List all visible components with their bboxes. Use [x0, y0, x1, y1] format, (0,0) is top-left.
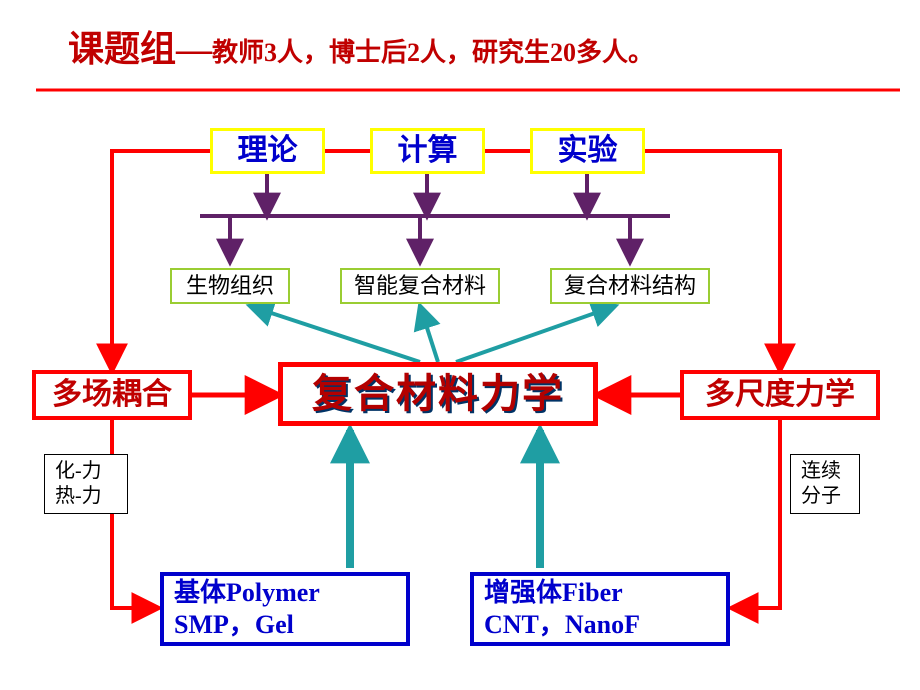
- diagram-stage: 课题组—教师3人，博士后2人，研究生20多人。 理论计算实验生物组织 智能复合材料…: [0, 0, 920, 690]
- node-center: 复合材料力学: [278, 362, 598, 426]
- node-struct: 复合材料结构: [550, 268, 710, 304]
- node-cont: 连续 分子: [790, 454, 860, 514]
- node-chem: 化-力 热-力: [44, 454, 128, 514]
- edge-14: [420, 306, 438, 362]
- title-main: 课题组—: [68, 29, 212, 69]
- node-theory: 理论: [210, 128, 325, 174]
- edge-3: [645, 151, 780, 370]
- title-sub: 教师3人，博士后2人，研究生20多人。: [212, 38, 654, 67]
- node-bio: 生物组织: [170, 268, 290, 304]
- page-title: 课题组—教师3人，博士后2人，研究生20多人。: [68, 20, 654, 72]
- edges-layer: [0, 0, 920, 690]
- node-experiment: 实验: [530, 128, 645, 174]
- node-polymer: 基体Polymer SMP，Gel: [160, 572, 410, 646]
- node-compute: 计算: [370, 128, 485, 174]
- node-fiber: 增强体Fiber CNT，NanoF: [470, 572, 730, 646]
- edge-18: [112, 420, 158, 608]
- edge-2: [112, 151, 210, 370]
- node-multi_scale: 多尺度力学: [680, 370, 880, 420]
- edge-19: [732, 420, 780, 608]
- edge-15: [456, 306, 615, 362]
- node-smart: 智能复合材料: [340, 268, 500, 304]
- edge-13: [250, 306, 420, 362]
- node-multi_field: 多场耦合: [32, 370, 192, 420]
